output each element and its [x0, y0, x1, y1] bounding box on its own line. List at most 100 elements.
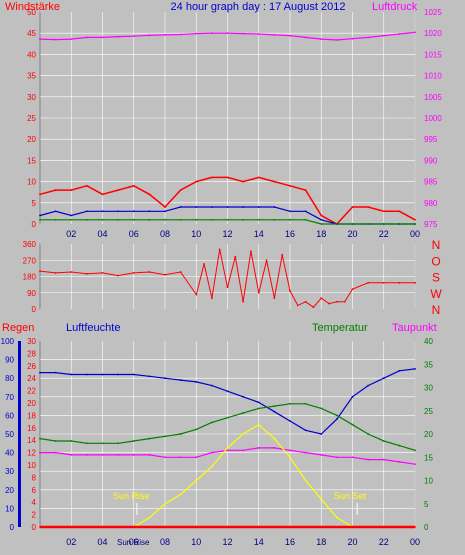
wind-series-magenta-point [164, 33, 166, 36]
climate-series-blue-point [414, 368, 416, 370]
wind-series-green-point [414, 223, 416, 225]
axis-tick-label: 1015 [424, 50, 442, 59]
axis-tick-label: 24 [27, 374, 36, 383]
hour-tick-label: 08 [160, 537, 170, 547]
axis-tick-label: 5 [424, 500, 429, 509]
wind-series-red-point [195, 180, 198, 183]
hour-tick-label: 18 [316, 537, 326, 547]
climate-series-blue-point [101, 373, 104, 376]
direction-series-red-point [382, 281, 385, 284]
wind-series-red-point [39, 193, 41, 196]
axis-tick-label: 60 [5, 411, 14, 420]
wind-series-red-point [70, 189, 73, 191]
climate-series [39, 368, 416, 529]
axis-tick-label: 995 [424, 135, 438, 144]
hour-tick-label: 04 [97, 229, 107, 239]
direction-series-red-point [273, 297, 276, 300]
climate-series-red-point [382, 526, 385, 528]
direction-series-red-point [335, 300, 338, 303]
humidity-label: Luftfeuchte [66, 322, 120, 334]
compass-label: N [432, 303, 441, 317]
axis-tick-label: 15 [27, 156, 36, 165]
axis-tick-label: 360 [23, 240, 37, 249]
axis-tick-label: 8 [32, 473, 37, 482]
direction-series-red-point [70, 271, 73, 273]
wind-series-blue-point [164, 210, 166, 213]
climate-series-magenta-point [257, 447, 260, 449]
climate-series-green-point [304, 402, 307, 405]
climate-series-green-point [257, 407, 260, 410]
axis-tick-label: 14 [27, 436, 36, 445]
wind-series-red-point [257, 176, 260, 179]
wind-series-magenta-point [382, 34, 385, 37]
wind-series-green-point [85, 218, 88, 221]
climate-series-yellow-point [195, 479, 198, 482]
hour-tick-label: 14 [254, 229, 264, 239]
axis-tick-label: 1000 [424, 114, 442, 123]
climate-series-blue-point [320, 433, 323, 435]
wind-series-green-point [382, 223, 385, 225]
axis-tick-label: 990 [424, 156, 438, 165]
climate-series-yellow-point [257, 423, 260, 426]
axis-tick-label: 28 [27, 349, 36, 358]
wind-series-blue-point [273, 206, 276, 208]
climate-series-blue-point [226, 390, 229, 393]
climate-series-green-point [101, 442, 104, 445]
wind-series-red-point [132, 184, 135, 187]
axis-tick-label: 1020 [424, 29, 442, 38]
direction-series-red-point [351, 288, 354, 291]
climate-series-blue-point [257, 401, 260, 404]
axis-tick-label: 10 [5, 504, 14, 513]
climate-series-red-point [226, 526, 229, 528]
wind-series-blue-point [289, 210, 291, 213]
hour-tick-label: 00 [410, 229, 420, 239]
hour-tick-label: 12 [222, 229, 232, 239]
climate-series-green-point [335, 414, 338, 417]
climate-series-blue-point [54, 371, 57, 374]
wind-series-blue-point [70, 214, 73, 217]
climate-series-blue-point [335, 418, 338, 421]
climate-series-magenta-point [351, 456, 354, 459]
climate-series-red-point [195, 526, 198, 528]
wind-series-magenta-point [226, 32, 229, 35]
direction-series-red-point [195, 293, 198, 296]
direction-series-red-point [179, 271, 182, 273]
hour-tick-label: 10 [191, 537, 201, 547]
wind-series-blue-point [54, 210, 57, 213]
climate-series-green-point [382, 440, 385, 442]
axis-tick-label: 40 [424, 337, 433, 346]
wind-series-magenta-point [210, 32, 213, 35]
wind-series-green-point [273, 218, 276, 221]
climate-series-green-point [148, 437, 151, 440]
axis-tick-label: 90 [5, 356, 14, 365]
axis-tick-label: 985 [424, 178, 438, 187]
axis-tick-label: 4 [32, 498, 37, 507]
wind-series [39, 31, 416, 225]
wind-series-red-point [164, 206, 166, 208]
axis-tick-label: 0 [32, 220, 37, 229]
climate-series-yellow-point [242, 433, 245, 435]
wind-series-magenta-point [289, 34, 291, 37]
axis-tick-label: 16 [27, 424, 36, 433]
axis-tick-label: 20 [27, 399, 36, 408]
wind-series-magenta-point [273, 33, 276, 36]
direction-series-red-point [296, 304, 299, 307]
climate-series-green-point [70, 440, 73, 442]
climate-hour-labels: 02 04 06 08 10 12 14 16 18 20 22 00 [66, 537, 420, 547]
wind-series-magenta-point [195, 32, 198, 35]
wind-series-green-point [179, 218, 182, 221]
climate-series-yellow-point [335, 516, 338, 519]
wind-series-red-point [382, 210, 385, 213]
direction-series-red-point [414, 281, 416, 284]
wind-hour-labels: 02 04 06 08 10 12 14 16 18 20 22 00 [66, 229, 420, 239]
wind-series-blue-point [320, 218, 323, 221]
climate-series-green-point [54, 440, 57, 442]
axis-tick-label: 0 [32, 305, 37, 314]
wind-series-red-point [320, 214, 323, 217]
hour-tick-label: 12 [222, 537, 232, 547]
sunset-label: Sun Set [334, 491, 367, 501]
direction-series-red-point [164, 273, 166, 276]
climate-series-red-point [320, 526, 323, 528]
wind-series-red-point [242, 180, 245, 183]
